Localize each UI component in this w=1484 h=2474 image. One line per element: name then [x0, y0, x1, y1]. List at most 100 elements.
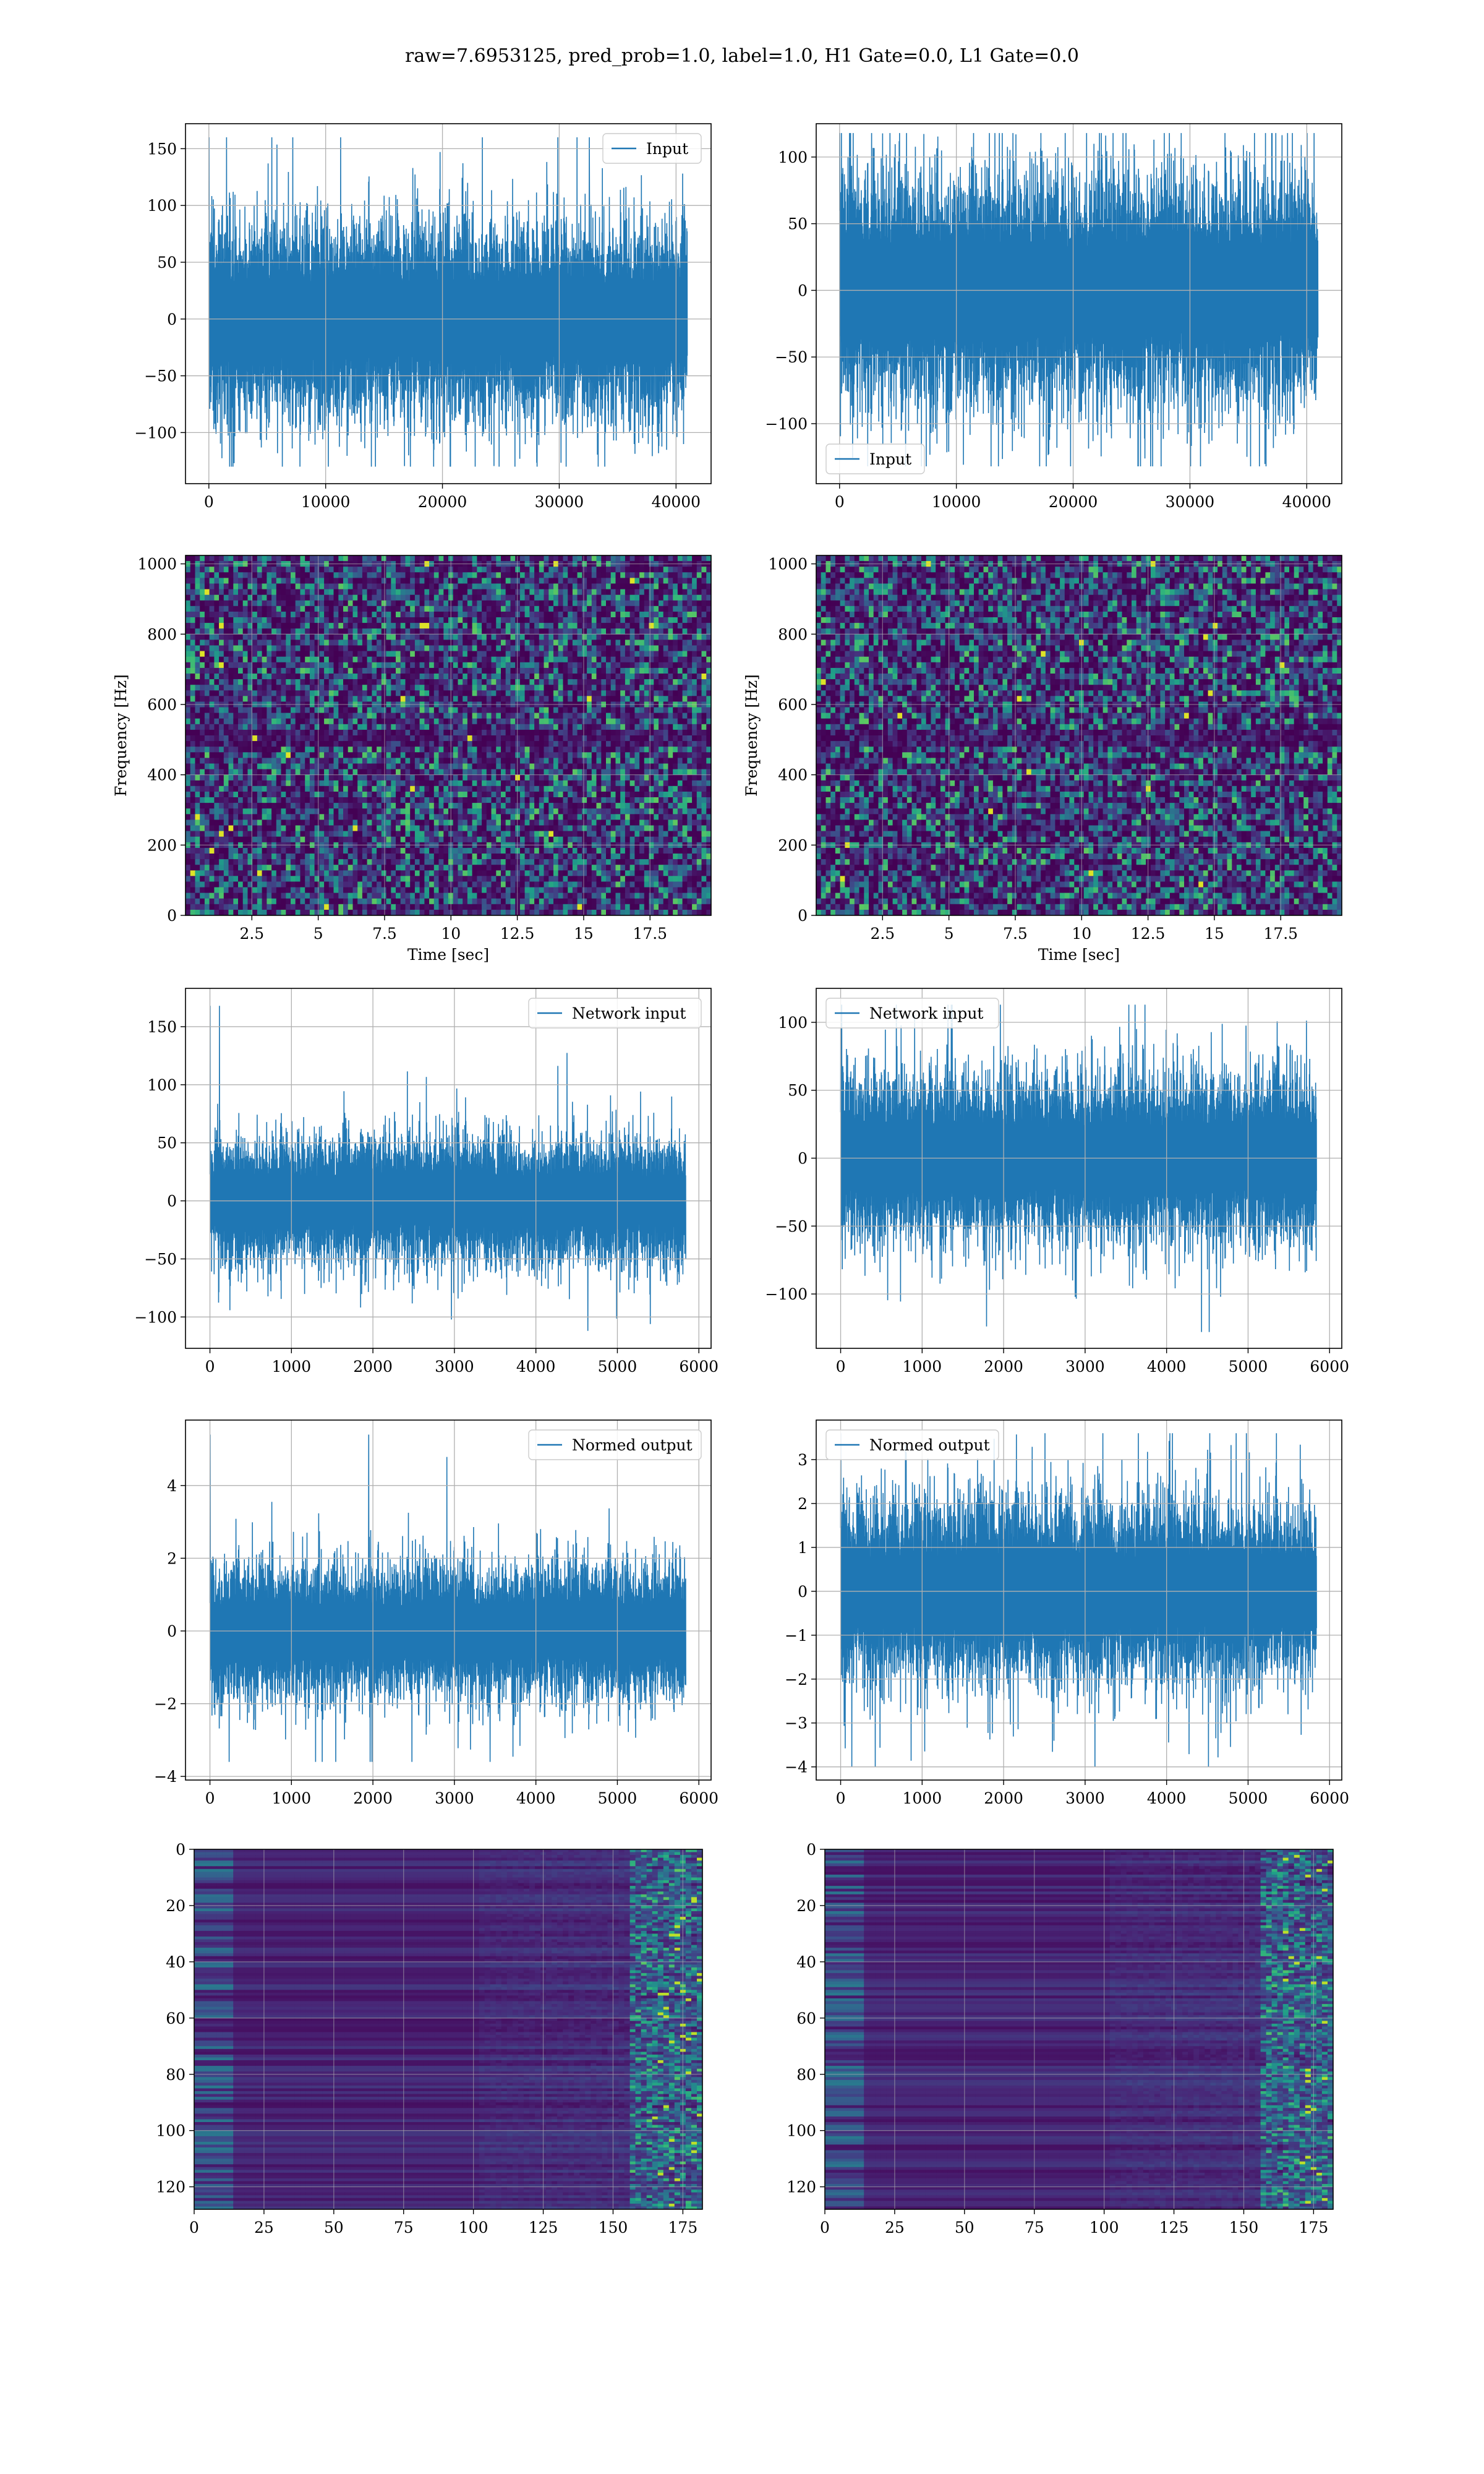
- heatmap-cell: [663, 791, 668, 798]
- heatmap-cell: [577, 617, 582, 623]
- heatmap-cell: [419, 662, 425, 669]
- heatmap-cell: [673, 718, 678, 725]
- heatmap-cell: [357, 594, 363, 601]
- heatmap-cell: [615, 735, 621, 742]
- heatmap-cell: [291, 763, 296, 770]
- heatmap-cell: [314, 640, 320, 646]
- heatmap-cell: [367, 741, 372, 747]
- heatmap-cell: [338, 634, 344, 640]
- heatmap-cell: [601, 685, 607, 691]
- heatmap-cell: [276, 769, 282, 776]
- heatmap-cell: [544, 600, 549, 607]
- heatmap-cell: [305, 628, 310, 635]
- heatmap-cell: [482, 685, 487, 691]
- heatmap-cell: [649, 651, 654, 657]
- heatmap-cell: [267, 769, 272, 776]
- heatmap-cell: [367, 735, 372, 742]
- heatmap-cell: [195, 718, 200, 725]
- heatmap-cell: [352, 651, 358, 657]
- heatmap-cell: [410, 741, 416, 747]
- heatmap-cell: [386, 572, 391, 578]
- y-tick-label: −100: [765, 415, 808, 433]
- heatmap-cell: [333, 763, 339, 770]
- heatmap-cell: [343, 735, 349, 742]
- heatmap-cell: [649, 729, 654, 736]
- heatmap-cell: [563, 640, 568, 646]
- heatmap-cell: [629, 791, 635, 798]
- heatmap-cell: [668, 785, 673, 792]
- heatmap-cell: [362, 696, 368, 702]
- heatmap-cell: [333, 606, 339, 612]
- heatmap-cell: [338, 555, 344, 562]
- heatmap-cell: [352, 667, 358, 674]
- heatmap-cell: [687, 724, 693, 730]
- heatmap-cell: [534, 747, 540, 753]
- heatmap-cell: [424, 623, 430, 629]
- heatmap-cell: [577, 752, 582, 758]
- heatmap-cell: [377, 718, 382, 725]
- heatmap-cell: [534, 752, 540, 758]
- heatmap-cell: [338, 791, 344, 798]
- heatmap-cell: [414, 763, 420, 770]
- heatmap-cell: [553, 735, 559, 742]
- heatmap-cell: [223, 600, 229, 607]
- heatmap-cell: [262, 567, 267, 573]
- heatmap-cell: [419, 774, 425, 781]
- heatmap-cell: [247, 713, 253, 719]
- heatmap-cell: [596, 555, 602, 562]
- heatmap-cell: [352, 713, 358, 719]
- heatmap-cell: [300, 747, 305, 753]
- heatmap-cell: [692, 718, 697, 725]
- heatmap-cell: [663, 747, 668, 753]
- heatmap-cell: [510, 645, 516, 652]
- heatmap-cell: [242, 645, 248, 652]
- heatmap-cell: [396, 707, 401, 714]
- heatmap-cell: [195, 713, 200, 719]
- heatmap-cell: [396, 747, 401, 753]
- heatmap-cell: [271, 640, 277, 646]
- heatmap-cell: [563, 797, 568, 803]
- heatmap-cell: [362, 724, 368, 730]
- heatmap-cell: [276, 741, 282, 747]
- heatmap-cell: [338, 797, 344, 803]
- heatmap-cell: [467, 735, 473, 742]
- heatmap-cell: [524, 685, 530, 691]
- heatmap-cell: [706, 679, 711, 685]
- heatmap-cell: [558, 763, 563, 770]
- heatmap-cell: [577, 690, 582, 696]
- heatmap-cell: [386, 623, 391, 629]
- heatmap-cell: [458, 797, 463, 803]
- heatmap-cell: [568, 674, 573, 680]
- heatmap-cell: [563, 774, 568, 781]
- heatmap-cell: [659, 567, 664, 573]
- heatmap-cell: [381, 785, 387, 792]
- heatmap-cell: [477, 735, 482, 742]
- heatmap-cell: [524, 763, 530, 770]
- heatmap-cell: [529, 785, 535, 792]
- heatmap-cell: [501, 752, 506, 758]
- heatmap-cell: [424, 791, 430, 798]
- heatmap-cell: [443, 555, 449, 562]
- heatmap-cell: [529, 747, 535, 753]
- heatmap-cell: [486, 589, 492, 596]
- heatmap-cell: [357, 667, 363, 674]
- heatmap-cell: [271, 791, 277, 798]
- heatmap-cell: [314, 685, 320, 691]
- heatmap-cell: [687, 707, 693, 714]
- heatmap-cell: [252, 623, 258, 629]
- heatmap-cell: [357, 713, 363, 719]
- heatmap-cell: [410, 797, 416, 803]
- heatmap-cell: [319, 685, 325, 691]
- heatmap-cell: [687, 718, 693, 725]
- heatmap-cell: [357, 662, 363, 669]
- heatmap-cell: [558, 611, 563, 618]
- heatmap-cell: [477, 797, 482, 803]
- heatmap-cell: [200, 589, 205, 596]
- heatmap-cell: [338, 707, 344, 714]
- heatmap-cell: [377, 656, 382, 663]
- heatmap-cell: [247, 628, 253, 635]
- heatmap-cell: [601, 696, 607, 702]
- heatmap-cell: [529, 583, 535, 590]
- heatmap-cell: [324, 667, 330, 674]
- heatmap-cell: [472, 797, 477, 803]
